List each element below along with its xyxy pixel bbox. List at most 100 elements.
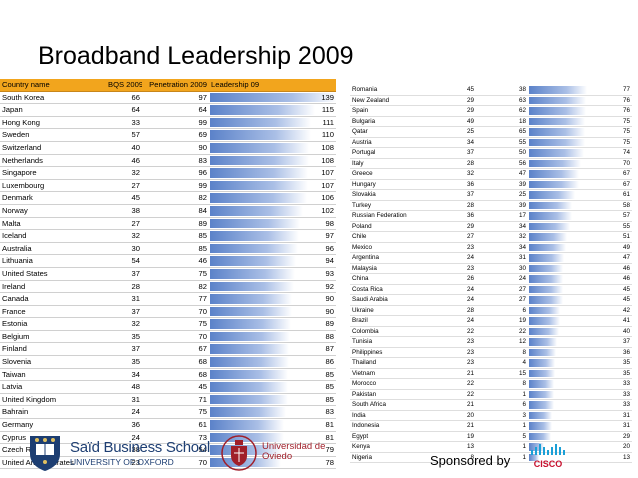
bqs-value: 33 [106, 116, 142, 130]
leadership-bar [529, 264, 564, 272]
country-name: Qatar [350, 126, 446, 138]
leadership-cell: 92 [209, 280, 336, 294]
leadership-bar [210, 142, 309, 153]
penetration-value: 18 [476, 116, 528, 127]
leadership-value: 75 [622, 117, 630, 125]
leadership-bar [529, 222, 571, 230]
leadership-cell: 85 [209, 368, 336, 382]
bqs-value: 37 [446, 147, 476, 159]
table-row: South Africa 21 6 33 [350, 399, 632, 411]
leadership-table-right: Romania 45 38 77 New Zealand 29 63 76 Spain 29 62 7… [350, 85, 632, 463]
country-name: Ukraine [350, 305, 446, 316]
penetration-value: 39 [476, 200, 528, 211]
leadership-cell: 55 [528, 221, 632, 232]
leadership-value: 102 [321, 205, 334, 215]
penetration-value: 64 [142, 103, 209, 117]
bqs-value: 20 [446, 410, 476, 421]
leadership-value: 76 [622, 96, 630, 104]
country-name: Bulgaria [350, 116, 446, 127]
leadership-cell: 110 [209, 128, 336, 142]
country-name: Indonesia [350, 420, 446, 432]
country-name: Mexico [350, 242, 446, 253]
table-row: Bulgaria 49 18 75 [350, 116, 632, 127]
bqs-value: 37 [446, 189, 476, 201]
leadership-bar [529, 191, 575, 199]
table-row: Nigeria 8 1 13 [350, 452, 632, 463]
country-name: Hungary [350, 179, 446, 190]
leadership-bar [529, 138, 586, 146]
table-row: Costa Rica 24 27 45 [350, 284, 632, 295]
table-row: Japan 64 64 115 [0, 103, 336, 117]
bqs-value: 38 [106, 443, 142, 457]
country-name: Brazil [350, 315, 446, 327]
country-name: Pakistan [350, 389, 446, 400]
leadership-cell: 81 [209, 418, 336, 432]
country-name: South Africa [350, 399, 446, 411]
bqs-value: 57 [106, 128, 142, 142]
leadership-cell: 51 [528, 231, 632, 243]
leadership-value: 139 [321, 92, 334, 102]
bqs-value: 32 [106, 317, 142, 331]
table-row: Lithuania 54 46 94 [0, 254, 336, 268]
table-row: Iceland 32 85 97 [0, 229, 336, 243]
leadership-value: 29 [622, 432, 630, 440]
leadership-bar [529, 390, 554, 398]
leadership-cell: 75 [528, 116, 632, 127]
penetration-value: 75 [142, 405, 209, 420]
table-row: Australia 30 85 96 [0, 242, 336, 256]
header-penetration: Penetration 2009 [142, 79, 209, 92]
leadership-bar [210, 331, 291, 342]
table-row: Chile 27 32 51 [350, 231, 632, 243]
leadership-bar [210, 231, 299, 241]
penetration-value: 77 [142, 292, 209, 306]
bqs-value: 27 [446, 231, 476, 243]
country-name: Philippines [350, 347, 446, 358]
leadership-cell: 76 [528, 105, 632, 117]
leadership-value: 70 [622, 159, 630, 167]
country-name: Kenya [350, 441, 446, 453]
bqs-value: 36 [106, 418, 142, 432]
leadership-value: 55 [622, 222, 630, 230]
bqs-value: 45 [446, 85, 476, 96]
leadership-value: 85 [325, 369, 334, 379]
leadership-value: 31 [622, 422, 630, 429]
bqs-value: 28 [446, 305, 476, 316]
leadership-cell: 67 [528, 168, 632, 180]
bqs-value: 29 [446, 221, 476, 232]
leadership-bar [529, 149, 585, 157]
leadership-cell: 87 [209, 342, 336, 357]
leadership-cell: 89 [209, 317, 336, 331]
leadership-cell: 45 [528, 294, 632, 306]
penetration-value: 6 [476, 305, 528, 316]
country-name: Belgium [0, 330, 106, 344]
country-name: Malaysia [350, 263, 446, 274]
leadership-cell: 61 [528, 189, 632, 201]
country-name: Saudi Arabia [350, 294, 446, 306]
bqs-value: 23 [446, 263, 476, 274]
leadership-cell: 102 [209, 204, 336, 218]
table-row: Belgium 35 70 88 [0, 330, 336, 344]
country-name: Poland [350, 221, 446, 232]
bqs-value: 64 [106, 103, 142, 117]
country-name: Costa Rica [350, 284, 446, 295]
leadership-cell: 75 [528, 126, 632, 138]
leadership-bar [529, 422, 553, 430]
country-name: Thailand [350, 357, 446, 369]
penetration-value: 75 [142, 317, 209, 331]
table-row: Thailand 23 4 35 [350, 357, 632, 369]
leadership-value: 96 [325, 243, 334, 253]
penetration-value: 34 [476, 242, 528, 253]
leadership-value: 78 [325, 457, 334, 467]
bqs-value: 37 [106, 342, 142, 357]
bqs-value: 23 [446, 336, 476, 348]
penetration-value: 63 [476, 95, 528, 106]
leadership-bar [529, 453, 539, 461]
leadership-cell: 58 [528, 200, 632, 211]
leadership-cell: 76 [528, 95, 632, 106]
leadership-cell: 41 [528, 315, 632, 327]
bqs-value: 40 [106, 141, 142, 155]
bqs-value: 28 [106, 280, 142, 294]
country-name: Switzerland [0, 141, 106, 155]
leadership-bar [210, 193, 307, 203]
leadership-bar [210, 294, 293, 304]
